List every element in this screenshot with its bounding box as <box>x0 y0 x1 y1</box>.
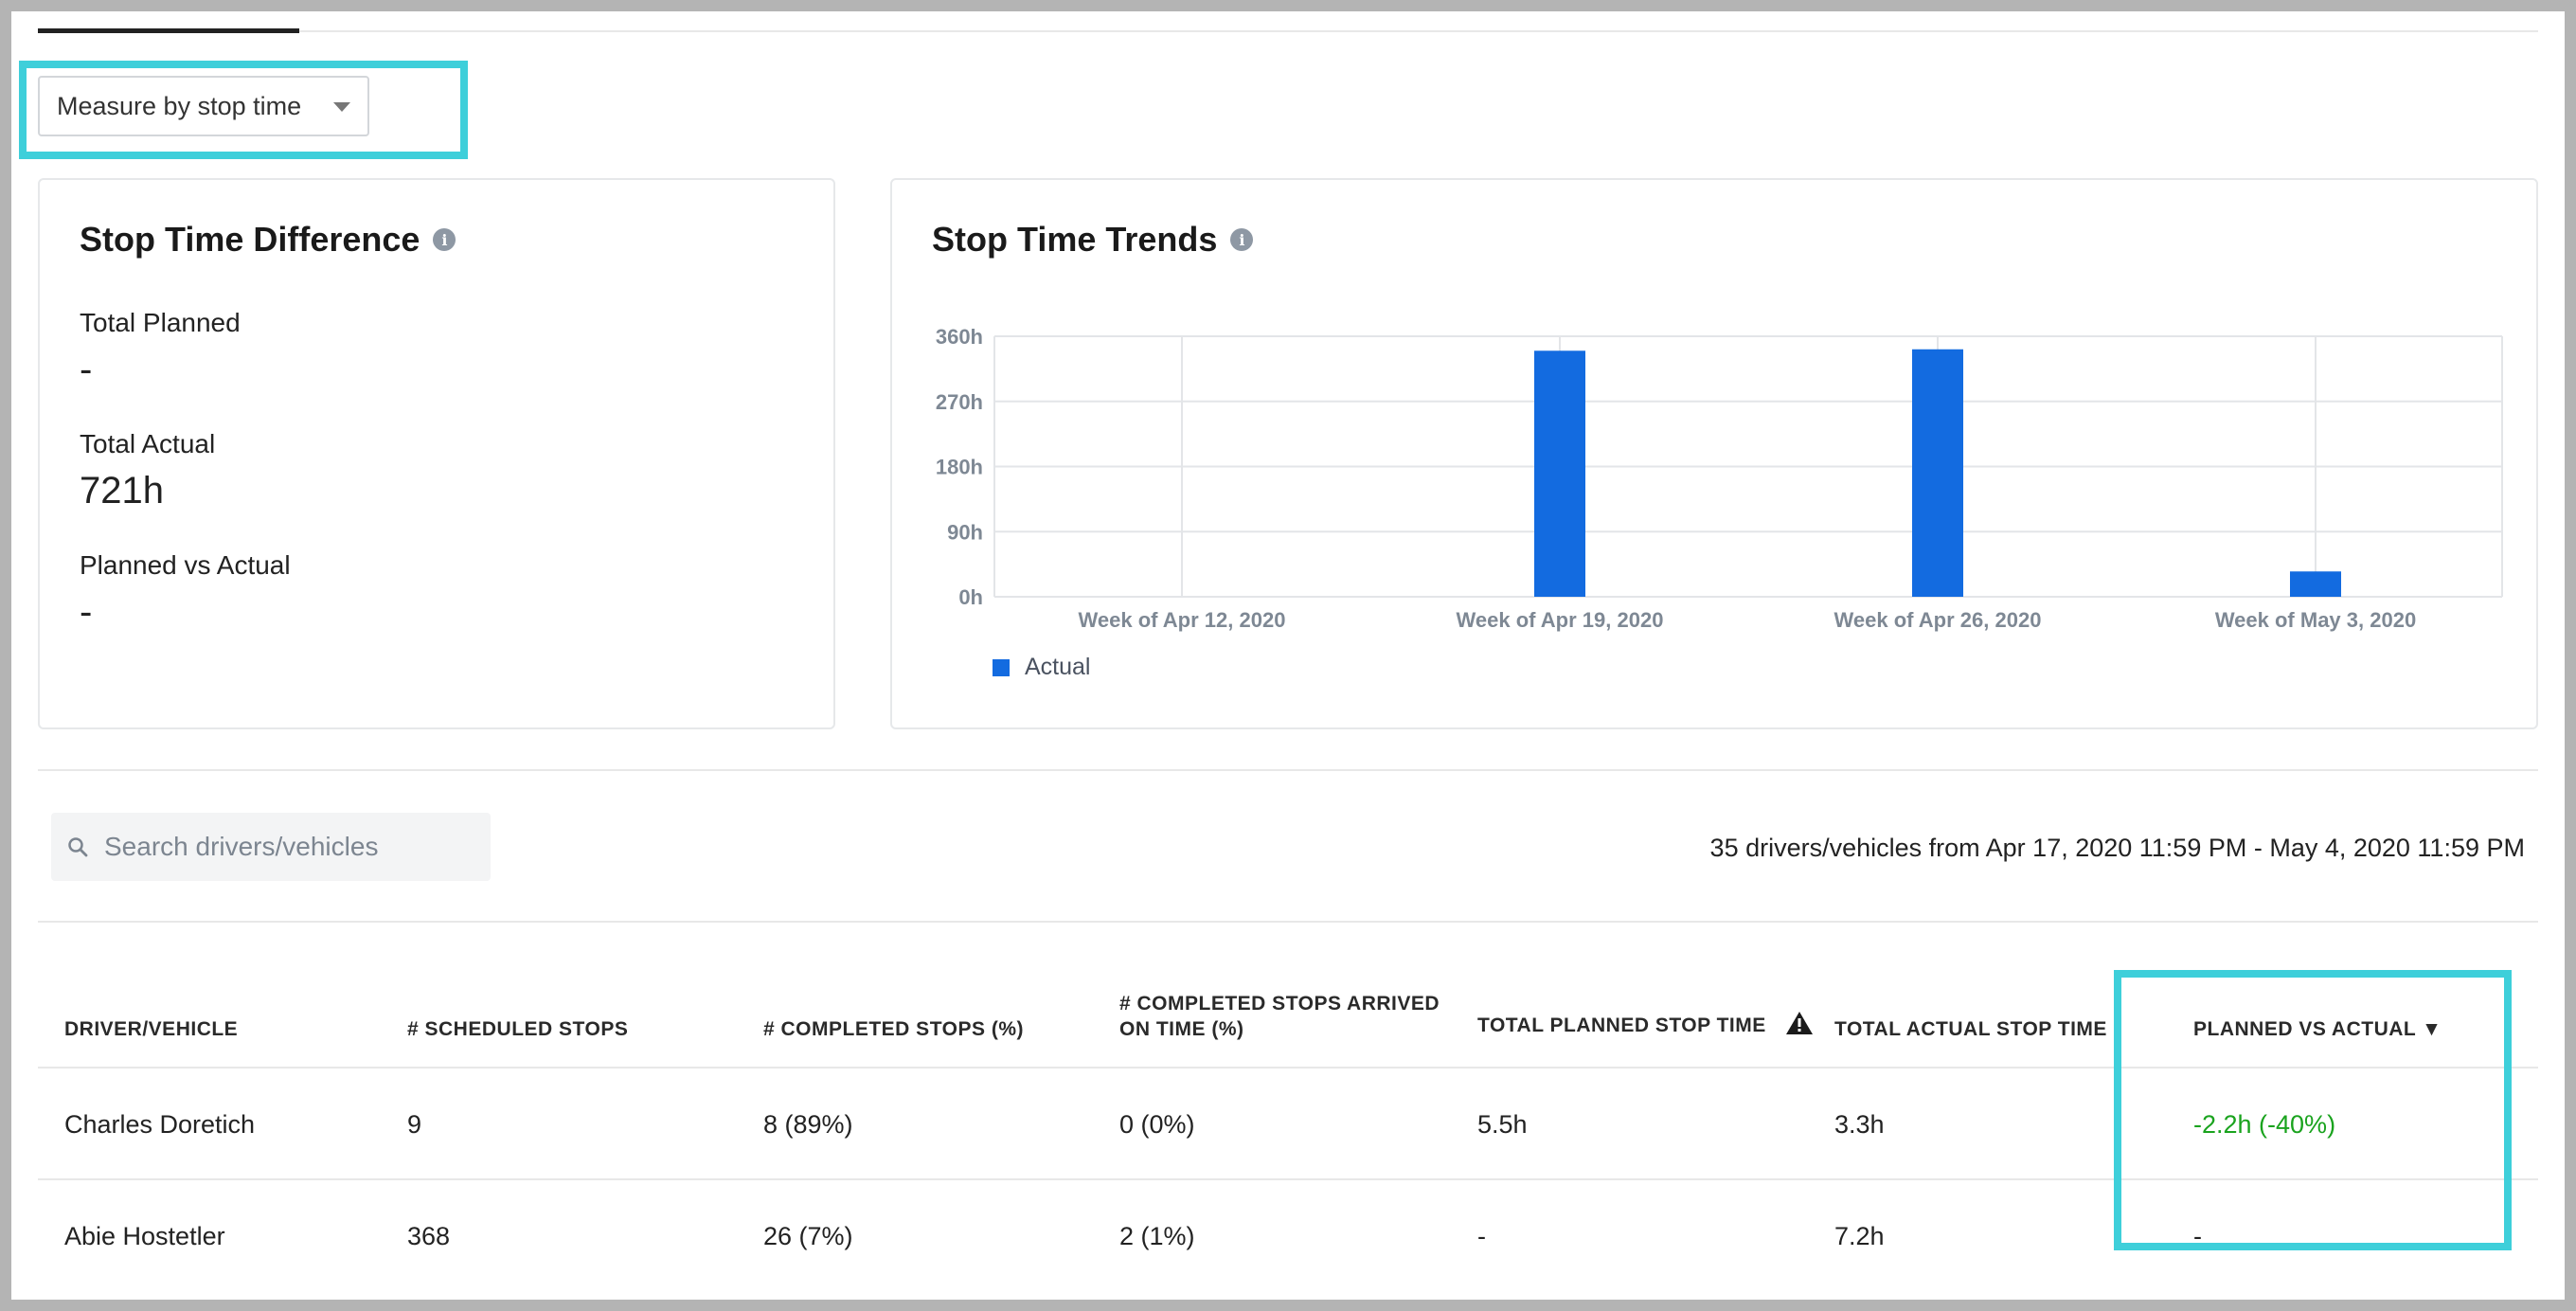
planned-vs-actual-value: - <box>80 591 93 633</box>
x-tick-label: Week of May 3, 2020 <box>2215 608 2416 632</box>
cell-planned-vs-actual: -2.2h (-40%) <box>2193 1110 2336 1139</box>
y-tick-label: 270h <box>936 390 983 414</box>
chart-bar <box>2290 571 2341 597</box>
row-divider <box>38 1178 2538 1180</box>
y-tick-label: 180h <box>936 456 983 479</box>
search-icon <box>68 837 88 857</box>
search-input[interactable] <box>102 831 485 863</box>
column-header-completed-on-time[interactable]: # COMPLETED STOPS ARRIVED ON TIME (%) <box>1119 993 1440 1040</box>
stop-time-trends-card <box>890 178 2538 729</box>
search-box[interactable] <box>51 813 491 881</box>
x-tick-label: Week of Apr 26, 2020 <box>1834 608 2042 632</box>
difference-card-title: Stop Time Difference i <box>80 220 456 260</box>
total-planned-label: Total Planned <box>80 308 241 337</box>
legend-label-actual: Actual <box>1025 654 1091 680</box>
cell-driver-vehicle[interactable]: Abie Hostetler <box>64 1222 225 1250</box>
chart-legend: Actual <box>993 654 1090 681</box>
measure-select[interactable]: Measure by stop time <box>38 76 369 136</box>
cell-total-actual: 3.3h <box>1834 1110 1885 1139</box>
column-header-total-actual-stop-time[interactable]: TOTAL ACTUAL STOP TIME <box>1834 1018 2107 1040</box>
legend-swatch-actual <box>993 658 1010 676</box>
chart-bar <box>1912 349 1963 597</box>
y-tick-label: 0h <box>958 585 983 609</box>
stop-time-difference-card <box>38 178 835 729</box>
y-tick-label: 90h <box>947 520 983 544</box>
cell-completed-stops: 26 (7%) <box>763 1222 853 1250</box>
difference-card-title-text: Stop Time Difference <box>80 220 420 259</box>
x-tick-label: Week of Apr 12, 2020 <box>1079 608 1286 632</box>
cell-completed-on-time: 2 (1%) <box>1119 1222 1195 1250</box>
total-actual-label: Total Actual <box>80 429 216 458</box>
cell-completed-stops: 8 (89%) <box>763 1110 853 1139</box>
chevron-down-icon <box>333 102 350 112</box>
column-header-planned-vs-actual[interactable]: PLANNED VS ACTUAL ▼ <box>2193 1018 2442 1040</box>
column-header-driver-vehicle[interactable]: DRIVER/VEHICLE <box>64 1018 239 1040</box>
column-header-total-planned-stop-time[interactable]: TOTAL PLANNED STOP TIME <box>1477 1011 1814 1038</box>
cell-total-planned: 5.5h <box>1477 1110 1528 1139</box>
header-row-divider <box>38 1067 2538 1069</box>
trends-card-title: Stop Time Trends i <box>932 220 1254 260</box>
select-highlight <box>19 61 468 159</box>
stop-time-trends-chart: 0h 90h 180h 270h 360h Week of Apr 12, 2020 Wee… <box>936 325 2503 632</box>
cell-driver-vehicle[interactable]: Charles Doretich <box>64 1110 256 1139</box>
chart-bar <box>1534 350 1585 597</box>
results-range-text: 35 drivers/vehicles from Apr 17, 2020 11… <box>1709 834 2525 862</box>
x-tick-label: Week of Apr 19, 2020 <box>1457 608 1664 632</box>
cell-planned-vs-actual: - <box>2193 1222 2202 1250</box>
cell-total-actual: 7.2h <box>1834 1222 1885 1250</box>
planned-vs-actual-label: Planned vs Actual <box>80 550 291 580</box>
cell-scheduled-stops: 368 <box>407 1222 451 1250</box>
total-actual-value: 721h <box>80 470 164 512</box>
info-icon[interactable]: i <box>1230 228 1254 251</box>
total-planned-value: - <box>80 349 93 390</box>
total-planned-header-label: TOTAL PLANNED STOP TIME <box>1477 1015 1766 1036</box>
trends-card-title-text: Stop Time Trends <box>932 220 1218 259</box>
cell-total-planned: - <box>1477 1222 1486 1250</box>
cell-completed-on-time: 0 (0%) <box>1119 1110 1195 1139</box>
info-icon[interactable]: i <box>433 228 456 251</box>
active-tab-indicator <box>38 28 299 33</box>
measure-select-value: Measure by stop time <box>57 91 302 120</box>
warning-icon[interactable] <box>1785 1011 1814 1035</box>
cell-scheduled-stops: 9 <box>407 1110 422 1139</box>
column-highlight <box>2114 970 2512 1250</box>
table-top-divider <box>38 921 2538 923</box>
column-header-scheduled-stops[interactable]: # SCHEDULED STOPS <box>407 1018 629 1040</box>
tab-strip-divider <box>38 30 2538 32</box>
y-tick-label: 360h <box>936 325 983 349</box>
section-divider <box>38 769 2538 771</box>
column-header-completed-stops[interactable]: # COMPLETED STOPS (%) <box>763 1018 1024 1040</box>
